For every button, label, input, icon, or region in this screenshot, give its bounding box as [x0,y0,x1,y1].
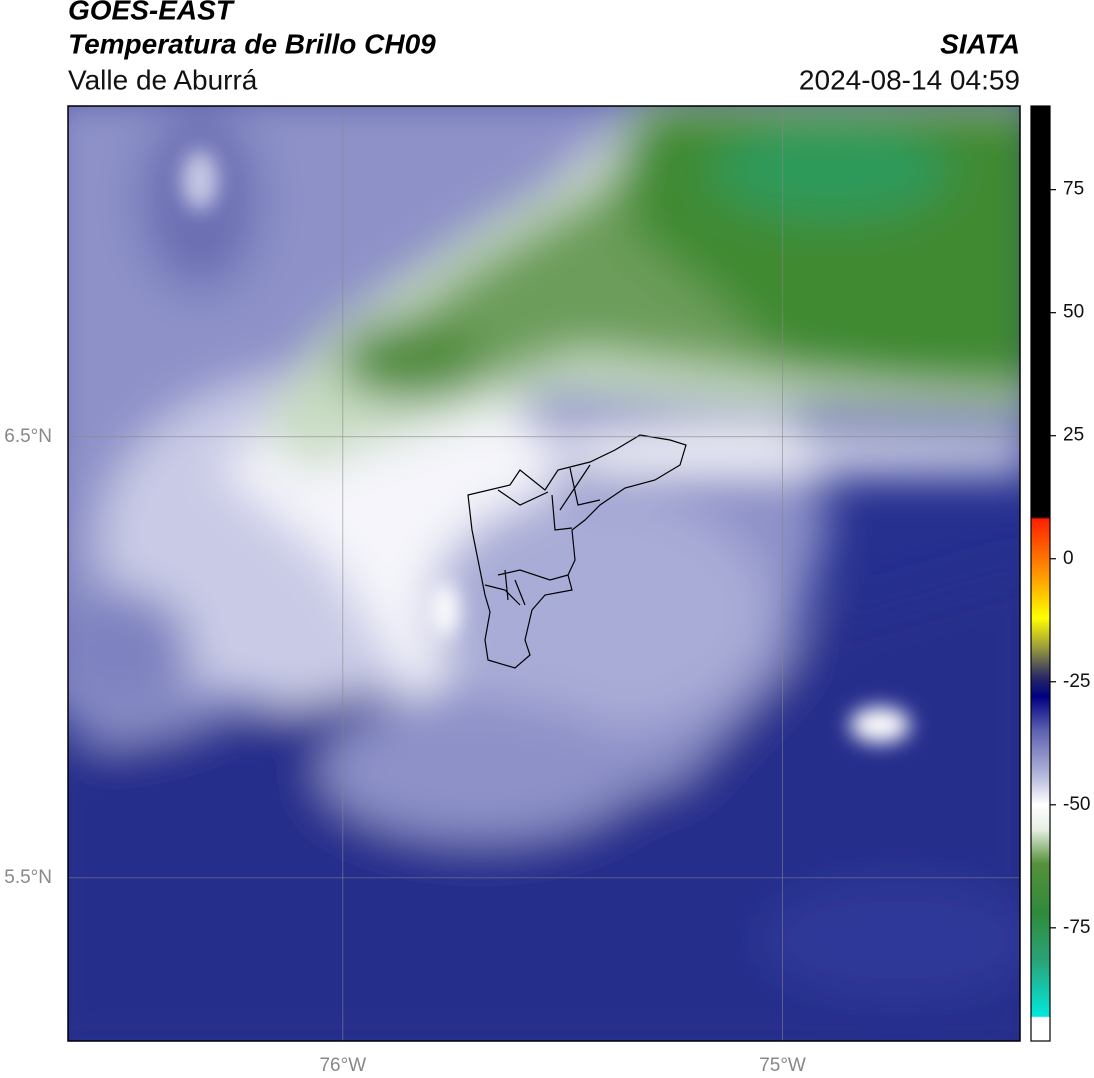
grid [68,106,1020,1041]
colorbar-tick-label: 0 [1063,548,1074,569]
x-tick-label: 75°W [759,1055,806,1076]
region-label: Valle de Aburrá [68,64,258,95]
colorbar-tick-label: -25 [1063,671,1090,692]
agency-title: SIATA [940,28,1020,59]
colorbar-tick-label: 50 [1063,302,1084,323]
valley-boundaries [467,434,687,669]
product-title: Temperatura de Brillo CH09 [68,28,436,59]
colorbar-tick-label: -75 [1063,917,1090,938]
colorbar-tick-label: -50 [1063,794,1090,815]
y-tick-label: 6.5°N [4,426,52,447]
colorbar-tick-label: 25 [1063,425,1084,446]
colorbar-tick-label: 75 [1063,179,1084,200]
timestamp-label: 2024-08-14 04:59 [799,64,1020,95]
map-frame [67,105,1021,1042]
satellite-image [68,106,1020,1041]
source-title: GOES-EAST [68,0,236,25]
x-tick-label: 76°W [319,1055,366,1076]
colorbar [1030,105,1051,1042]
y-tick-label: 5.5°N [4,867,52,888]
